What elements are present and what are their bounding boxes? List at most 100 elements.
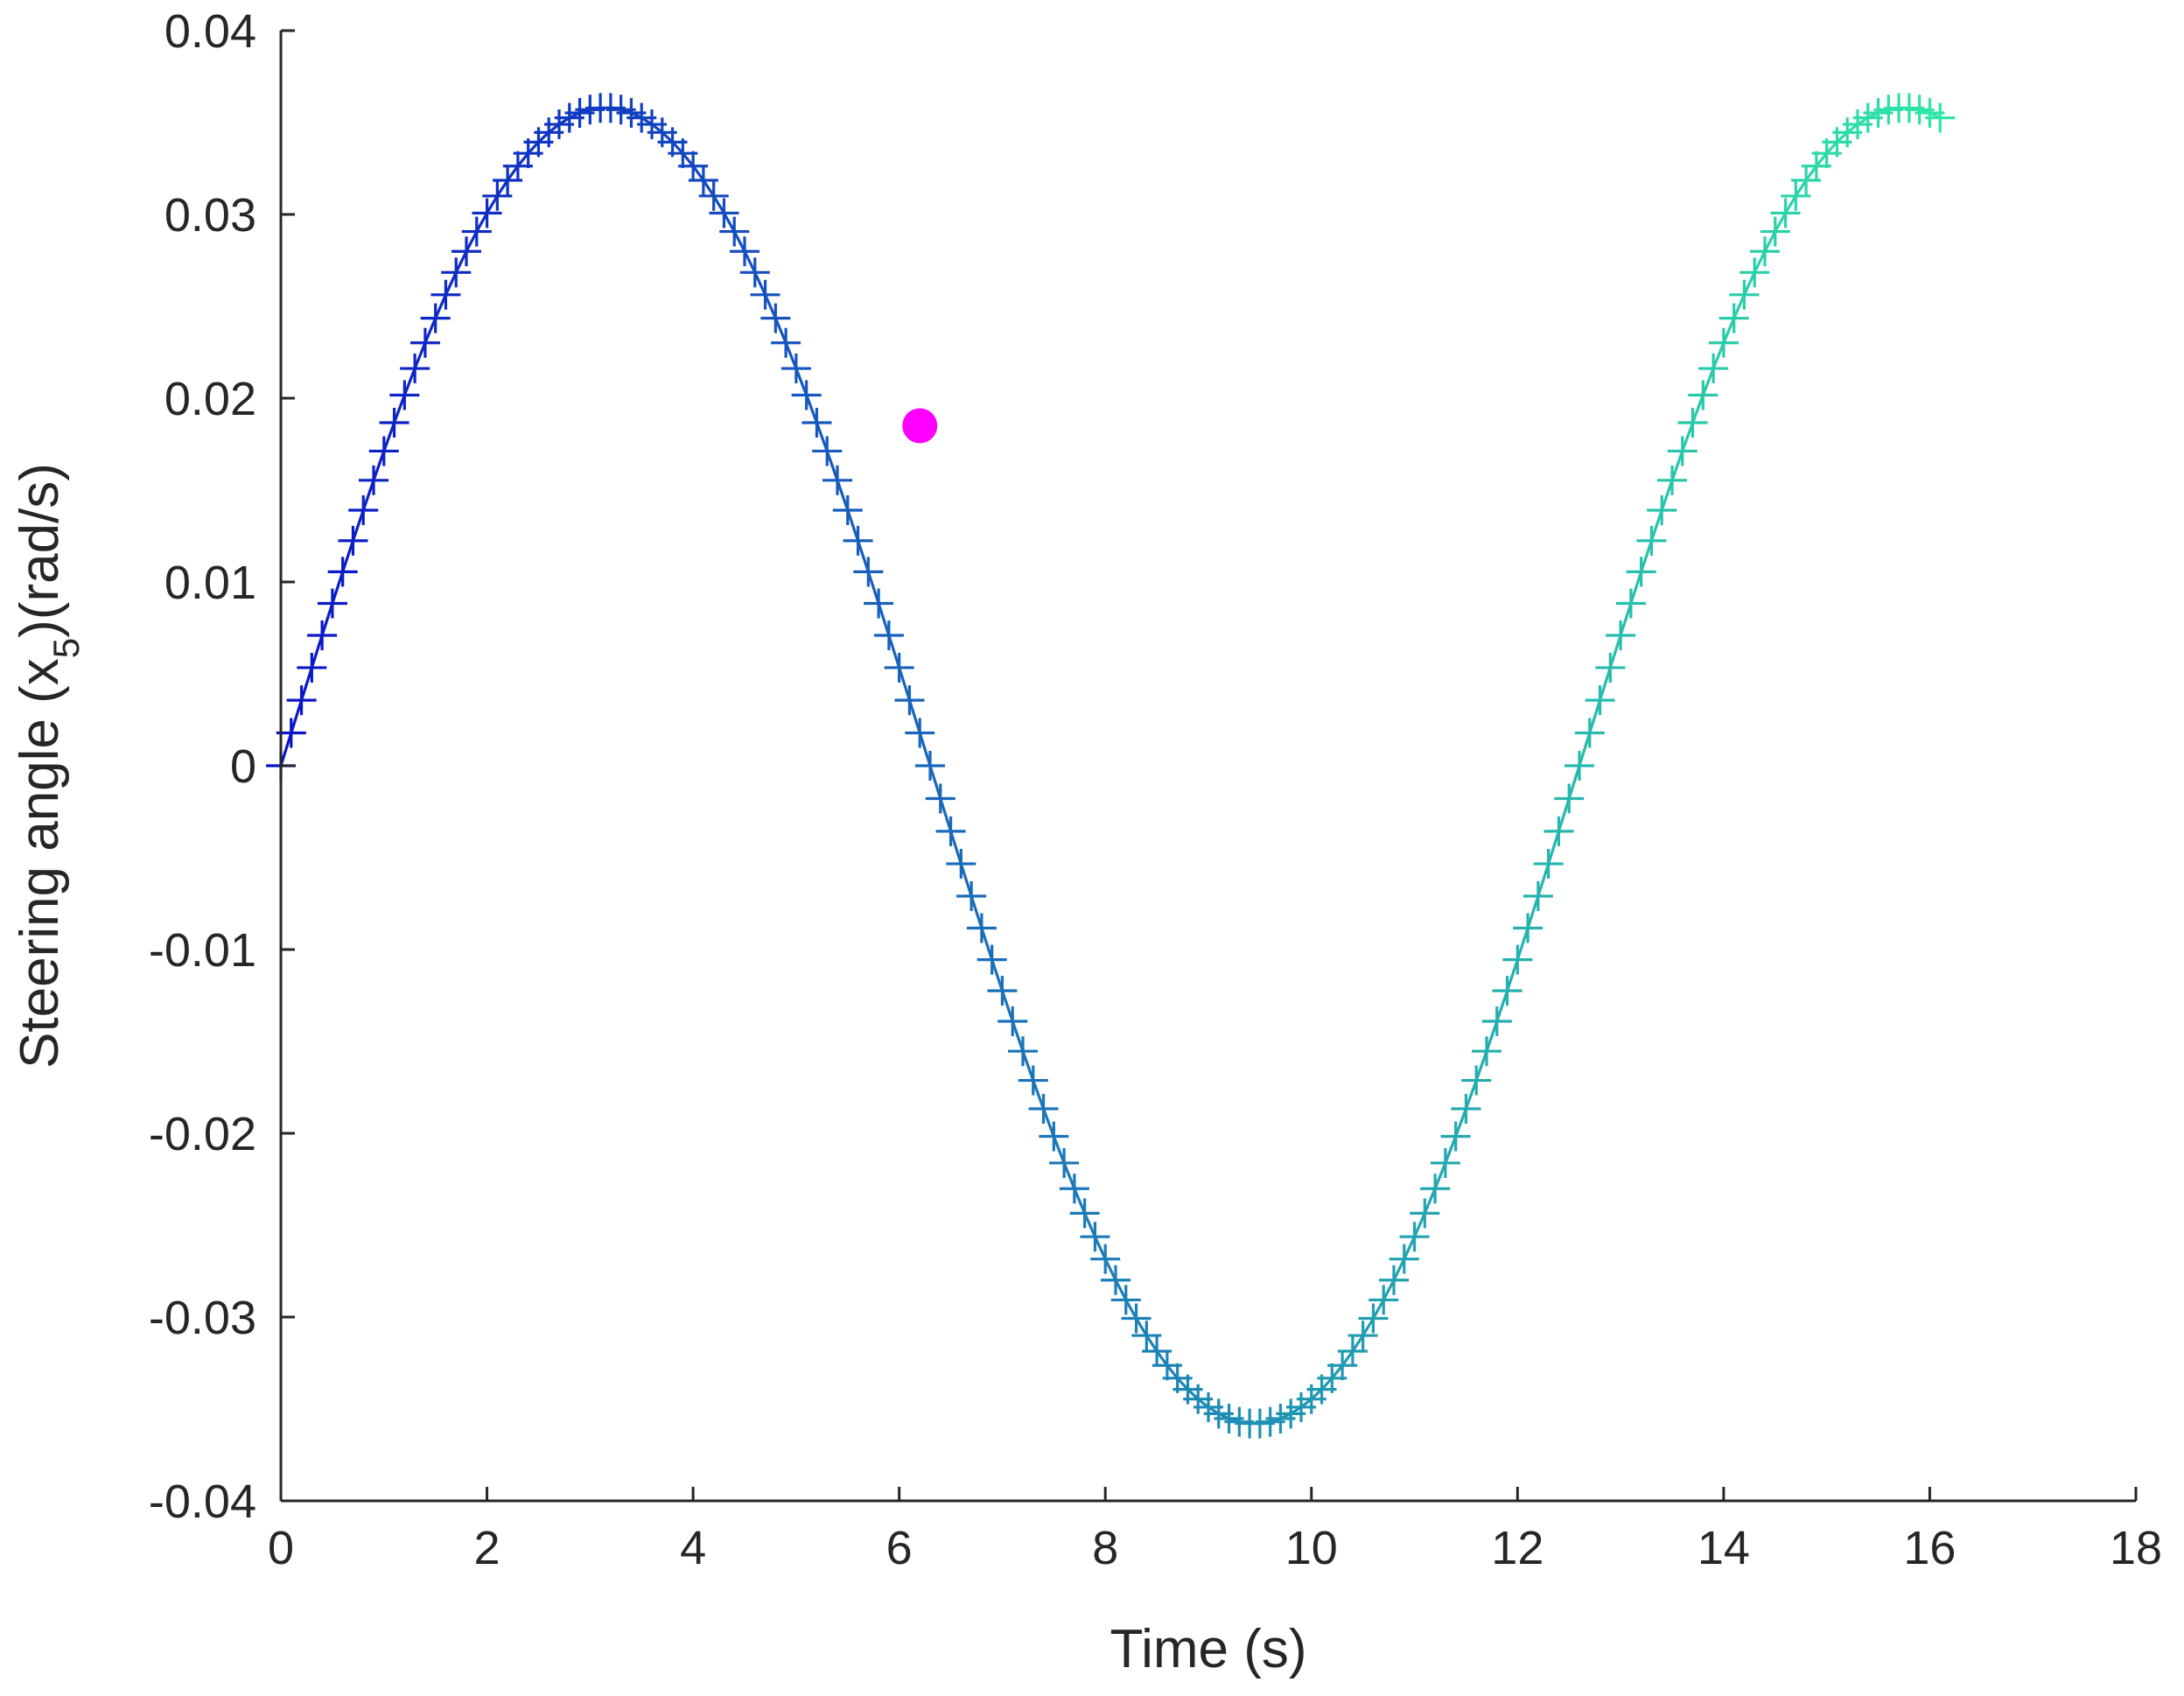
series-line-segment (1599, 667, 1612, 701)
series-line-segment (691, 165, 705, 181)
series-line-segment (1433, 1162, 1447, 1189)
series-line-segment (486, 195, 499, 214)
series-line-segment (351, 509, 365, 542)
y-ticks: -0.04 -0.03 -0.02 -0.01 0 0.01 0.02 0.03 0.04 (149, 5, 295, 1528)
data-point-marker (1420, 1174, 1451, 1204)
series-line-segment (866, 571, 880, 604)
series-line-segment (1474, 1050, 1488, 1082)
series-line-segment (1144, 1335, 1158, 1352)
series-line-segment (1454, 1108, 1467, 1138)
data-point-marker (1348, 1321, 1378, 1351)
series-line-segment (794, 368, 808, 396)
data-point-marker (1481, 1006, 1512, 1037)
data-point-marker (1698, 354, 1729, 384)
series-line-segment (1114, 1279, 1128, 1301)
series-line-segment (1340, 1350, 1354, 1367)
series-line-segment (1547, 830, 1560, 865)
series-line-segment (1804, 165, 1818, 181)
data-point-marker (843, 525, 873, 556)
series-line-segment (1701, 368, 1715, 396)
series-line-segment (1670, 450, 1684, 481)
series-line-segment (970, 895, 984, 929)
series-line-segment (743, 250, 757, 274)
series-line-segment (1062, 1162, 1076, 1189)
y-tick-label: -0.03 (149, 1292, 256, 1344)
data-point-marker (1358, 1303, 1389, 1334)
series-line-segment (825, 450, 839, 481)
series-line-segment (1176, 1377, 1189, 1391)
series-line-segment (1351, 1335, 1365, 1352)
series-line-segment (465, 230, 479, 252)
series-line-segment (682, 152, 695, 167)
y-tick-label: 0.01 (164, 557, 256, 609)
series-line-segment (1608, 634, 1622, 669)
data-point-marker (750, 279, 780, 310)
data-point-marker (987, 976, 1018, 1006)
y-axis-label-suffix: )(rad/s) (10, 463, 70, 638)
series-line-segment (1011, 1020, 1025, 1052)
data-point-marker (853, 557, 884, 587)
data-point-marker (1544, 816, 1574, 846)
series-line-segment (1331, 1364, 1344, 1379)
series-line-segment (1093, 1236, 1107, 1260)
data-point-marker (482, 180, 513, 211)
series-line-segment (702, 179, 716, 197)
data-point-marker (802, 407, 832, 438)
data-point-marker (688, 165, 718, 195)
series-line-segment (805, 394, 818, 424)
series-line-segment (434, 294, 447, 319)
data-point-marker (946, 849, 976, 880)
series-line-segment (1753, 250, 1767, 274)
series-line-segment (774, 318, 788, 344)
data-point-marker (1101, 1265, 1130, 1295)
data-point-marker (719, 216, 750, 247)
data-point-marker (1451, 1094, 1481, 1125)
data-point-marker (389, 380, 420, 410)
data-point-marker (905, 718, 935, 748)
y-tick-label: -0.04 (149, 1475, 256, 1528)
data-point-marker (1368, 1285, 1399, 1315)
x-axis-label: Time (s) (1110, 1619, 1307, 1679)
series-line-segment (1495, 990, 1509, 1022)
highlight-point (902, 408, 938, 444)
series-line-segment (949, 830, 962, 865)
series-line-segment (1382, 1279, 1396, 1301)
data-point-marker (1740, 257, 1770, 288)
data-point-marker (1131, 1321, 1162, 1351)
series-line-segment (1691, 394, 1704, 424)
x-tick-label: 8 (1092, 1522, 1118, 1574)
series-line-segment (1649, 509, 1663, 542)
series-line-segment (1073, 1188, 1087, 1214)
series-line-segment (990, 959, 1004, 992)
series-line-segment (1464, 1080, 1478, 1110)
series-line-segment (300, 667, 313, 701)
series-line-segment (836, 480, 850, 511)
series-line-segment (928, 765, 942, 799)
series-line-segment (1567, 765, 1581, 799)
y-tick-label: 0 (230, 740, 256, 793)
series-line-segment (907, 699, 921, 734)
series-line-segment (279, 732, 293, 767)
series-line-segment (1423, 1188, 1437, 1214)
series-line-segment (310, 634, 324, 669)
series-line-segment (424, 318, 438, 344)
series-line-segment (980, 928, 994, 961)
data-point-marker (368, 436, 399, 466)
data-point-marker (1337, 1336, 1368, 1367)
series-line-segment (331, 571, 345, 604)
data-point-marker (348, 494, 379, 525)
series-line-segment (1557, 797, 1571, 832)
data-point-marker (400, 354, 430, 384)
data-point-marker (1008, 1036, 1038, 1067)
series-line-segment (1021, 1050, 1035, 1082)
data-point-marker (472, 198, 502, 228)
series-line-segment (290, 699, 304, 734)
series-line-segment (1083, 1212, 1096, 1237)
data-point-marker (1080, 1222, 1110, 1252)
data-point-marker (1636, 525, 1667, 556)
x-tick-label: 4 (680, 1522, 706, 1574)
data-point-marker (966, 913, 997, 943)
series-line-segment (1372, 1299, 1385, 1320)
data-point-marker (1729, 279, 1760, 310)
series-line-segment (1506, 959, 1519, 992)
